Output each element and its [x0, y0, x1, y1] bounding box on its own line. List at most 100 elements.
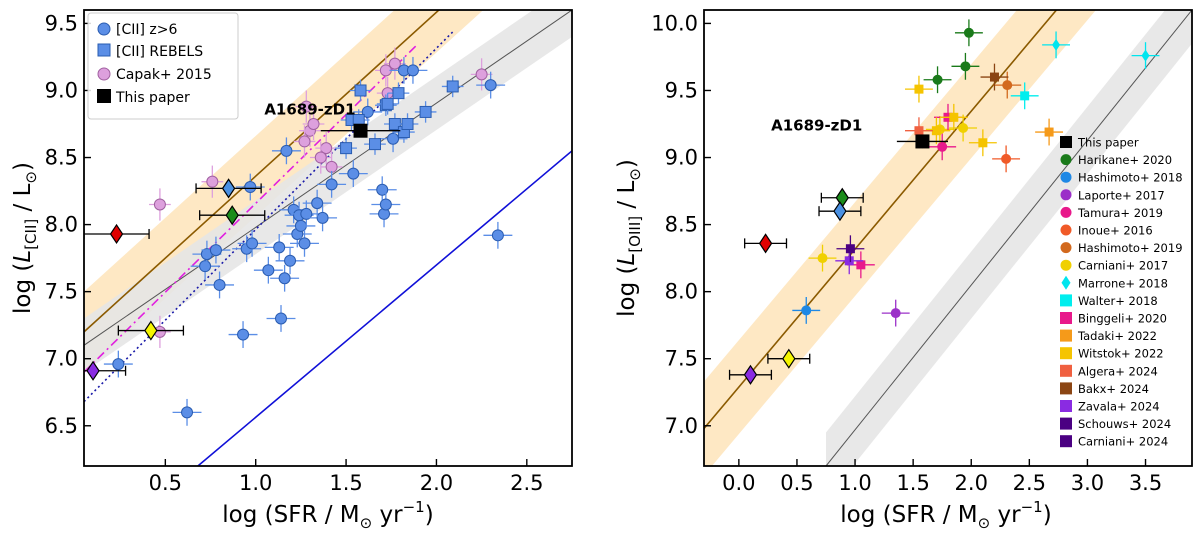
oiii-ytick-label: 8.0 [665, 280, 698, 304]
cii-magenta-dashdot-line [84, 42, 419, 373]
capak-point [298, 135, 311, 148]
capak-point [388, 57, 401, 70]
oiii-ytick-label: 9.5 [665, 78, 698, 102]
legend-marker-17 [1060, 435, 1072, 448]
z6-point [237, 328, 250, 341]
legend-marker-9 [1060, 294, 1072, 307]
rebels-point [368, 138, 381, 151]
oiii-diamond-point [1141, 49, 1150, 62]
legend-marker-3 [1060, 189, 1072, 201]
oiii-diamond-point [1052, 38, 1061, 51]
rebels-point [401, 118, 414, 130]
legend-label-9: Walter+ 2018 [1078, 294, 1158, 308]
cii-ytick-label: 7.0 [45, 347, 78, 371]
rebels-point [381, 97, 394, 110]
oiii-y-axis-label: log (L[OIII] / L⊙) [614, 159, 644, 317]
legend-marker-11 [1060, 329, 1072, 342]
cii-this-paper-point [353, 123, 368, 138]
cii-plot-frame [83, 9, 573, 467]
legend-marker-2 [1060, 171, 1072, 183]
oiii-xtick-label: 2.5 [1013, 471, 1046, 495]
z6-point [300, 207, 313, 220]
legend-label-3: Laporte+ 2017 [1078, 188, 1165, 202]
z6-point [325, 178, 338, 191]
legend-label-5: Inoue+ 2016 [1078, 224, 1153, 238]
z6-point [112, 358, 125, 371]
oiii-circle-point [958, 123, 969, 134]
legend-label-4: Tamura+ 2019 [1077, 206, 1163, 220]
oiii-circle-point [1001, 153, 1012, 164]
oiii-ytick-label: 9.0 [665, 146, 698, 170]
z6-point [361, 105, 374, 118]
legend-marker-6 [1060, 242, 1072, 254]
cii-orange-relation-line [84, 10, 441, 333]
z6-point [246, 237, 259, 250]
legend-label-7: Carniani+ 2017 [1078, 259, 1168, 273]
z6-point [316, 211, 329, 224]
oiii-square-point [989, 72, 999, 82]
oiii-circle-point [817, 253, 828, 264]
legend-marker-1 [1060, 154, 1072, 166]
capak-point [300, 100, 313, 113]
legend-marker-10 [1060, 312, 1072, 324]
cii-xtick-label: 0.5 [149, 471, 182, 495]
rebels-point [354, 84, 367, 97]
legend-label-17: Carniani+ 2024 [1078, 435, 1168, 449]
legend-label-14: Bakx+ 2024 [1078, 382, 1149, 396]
z6-point [280, 144, 293, 157]
oiii-xtick-label: 1.0 [838, 471, 871, 495]
oiii-xtick-label: 0.0 [722, 471, 755, 495]
legend-label-1: Harikane+ 2020 [1078, 153, 1172, 167]
oiii-circle-point [1002, 80, 1013, 91]
cii-grey-relation-band [84, 10, 572, 373]
legend-label-z6: [CII] z>6 [116, 22, 177, 38]
legend-marker-16 [1060, 417, 1072, 430]
capak-point [153, 198, 166, 211]
oiii-circle-point [801, 305, 812, 316]
legend-label-0: This paper [1077, 136, 1139, 150]
cii-grey-relation-line [84, 10, 572, 346]
cii-y-axis-label: log (L[CII] / L⊙) [10, 162, 40, 314]
cii-xtick-label: 1.5 [329, 471, 362, 495]
z6-point [347, 167, 360, 180]
cii-xtick-label: 2.5 [510, 471, 543, 495]
z6-point [484, 79, 497, 92]
z6-point [294, 219, 307, 232]
legend-marker-12 [1060, 347, 1072, 360]
legend-marker-z6 [97, 22, 111, 36]
oiii-square-point [914, 126, 924, 136]
cii-diamond-point [86, 360, 100, 381]
oiii-ytick-label: 7.0 [665, 414, 698, 438]
oiii-circle-point [963, 27, 974, 38]
cii-ytick-label: 8.5 [45, 146, 78, 170]
oiii-orange-relation-band [704, 10, 1096, 466]
cii-x-axis-label: log (SFR / M⊙ yr−1) [222, 498, 433, 532]
legend-label-6: Hashimoto+ 2019 [1078, 241, 1183, 255]
legend-marker-14 [1060, 382, 1072, 395]
oiii-square-point [914, 84, 924, 94]
z6-point [181, 406, 194, 419]
oiii-orange-relation-line [704, 10, 1058, 429]
z6-point [199, 260, 212, 273]
oiii-diamond-point [743, 364, 758, 385]
oiii-panel: 0.0 0.5 1.0 1.5 2.0 2.5 3.0 3.5 7.0 7.5 8.0 8.5 9.0 9… [614, 9, 1193, 532]
legend-label-16: Schouws+ 2024 [1078, 417, 1171, 431]
cii-diamond-point [225, 205, 239, 226]
cii-legend: [CII] z>6 [CII] REBELS Capak+ 2015 This … [87, 12, 239, 120]
z6-point [275, 312, 288, 325]
cii-annotation: A1689-zD1 [264, 101, 355, 119]
z6-point [376, 183, 389, 196]
oiii-square-point [949, 112, 959, 122]
oiii-legend: This paper Harikane+ 2020 Hashimoto+ 2018 L… [1060, 136, 1183, 449]
cii-blue-line-line [197, 150, 572, 466]
oiii-square-point [1044, 127, 1054, 137]
z6-point [311, 197, 324, 210]
z6-point [262, 264, 275, 277]
cii-xtick-label: 2.0 [420, 471, 453, 495]
legend-marker-thispaper [97, 89, 111, 103]
capak-point [314, 151, 327, 164]
oiii-diamond-point [758, 233, 773, 254]
rebels-point [392, 87, 405, 100]
cii-panel: 0.5 1.0 1.5 2.0 2.5 6.5 7.0 7.5 8.0 8.5 9.0 9.5 A16… [10, 9, 573, 532]
